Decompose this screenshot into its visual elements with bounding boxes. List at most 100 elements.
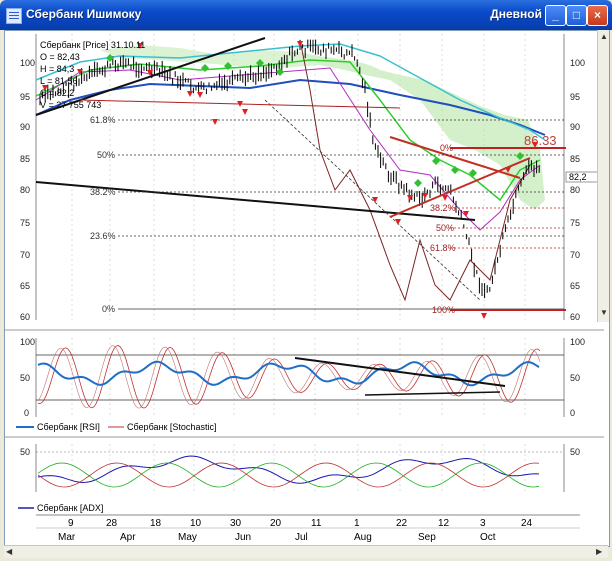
legend-close: C = 82,2 xyxy=(40,88,74,98)
sell-marker xyxy=(407,195,413,201)
osc-trend-line-upper xyxy=(294,357,506,387)
legend-low: L = 81,56 xyxy=(40,76,77,86)
fib-label: 0% xyxy=(102,304,115,314)
y-tick: 75 xyxy=(570,218,580,228)
legend-volume: V = 27 755 743 xyxy=(40,100,101,110)
window-title: Сбербанк Ишимоку xyxy=(26,7,142,21)
maximize-button[interactable]: □ xyxy=(566,5,587,26)
y-tick: 80 xyxy=(570,185,580,195)
fib-label: 38.2% xyxy=(90,187,116,197)
sell-marker xyxy=(395,219,401,225)
vertical-scrollbar[interactable]: ▲ ▼ xyxy=(597,30,609,322)
day-label: 18 xyxy=(150,518,162,529)
red-trend-line-down xyxy=(389,136,521,179)
scroll-up-icon[interactable]: ▲ xyxy=(600,32,608,41)
cyan-ma-line xyxy=(35,43,546,141)
fib-label: 100% xyxy=(432,305,455,315)
y-tick: 95 xyxy=(570,92,580,102)
minimize-button[interactable]: _ xyxy=(545,5,566,26)
close-button[interactable]: × xyxy=(587,5,608,26)
day-label: 3 xyxy=(480,518,486,529)
scroll-down-icon[interactable]: ▼ xyxy=(600,308,608,317)
ichimoku-cloud xyxy=(300,52,545,210)
vertical-gridlines xyxy=(71,34,526,492)
rsi-line xyxy=(37,360,540,387)
adx-legend-label: Сбербанк [ADX] xyxy=(37,503,103,513)
y-tick: 60 xyxy=(20,312,30,322)
sell-marker xyxy=(137,43,143,49)
buy-marker xyxy=(469,169,477,177)
sell-marker xyxy=(297,41,303,47)
day-label: 1 xyxy=(354,518,360,529)
sell-marker xyxy=(422,193,428,199)
osc-y-tick: 50 xyxy=(20,373,30,383)
fibonacci-right: 0% 38.2% 50% 61.8% 100% xyxy=(430,143,566,315)
y-tick: 60 xyxy=(570,312,580,322)
uptrend-line xyxy=(35,37,266,116)
sell-marker xyxy=(42,85,48,91)
sell-marker xyxy=(237,101,243,107)
month-label: Sep xyxy=(418,532,436,543)
legend-open: O = 82,43 xyxy=(40,52,80,62)
day-label: 10 xyxy=(190,518,202,529)
osc-y-tick: 100 xyxy=(20,337,35,347)
buy-marker xyxy=(516,152,524,160)
y-tick: 80 xyxy=(20,185,30,195)
day-label: 12 xyxy=(438,518,450,529)
fib-label: 61.8% xyxy=(430,243,456,253)
scroll-right-icon[interactable]: ▶ xyxy=(596,547,603,556)
sell-marker xyxy=(372,197,378,203)
y-tick: 100 xyxy=(20,58,35,68)
y-tick: 85 xyxy=(570,154,580,164)
main-y-axis-left: 100 95 90 85 80 75 70 65 60 xyxy=(20,58,35,322)
y-tick: 65 xyxy=(20,281,30,291)
month-label: Mar xyxy=(58,532,76,543)
day-label: 24 xyxy=(521,518,533,529)
osc-y-tick: 50 xyxy=(570,373,580,383)
title-bar[interactable]: Сбербанк Ишимоку Дневной _ □ × xyxy=(0,0,612,30)
month-label: Apr xyxy=(120,532,136,543)
di-minus-line xyxy=(37,462,540,488)
fib-label: 50% xyxy=(97,150,115,160)
day-label: 9 xyxy=(68,518,74,529)
sell-marker xyxy=(532,142,538,148)
buy-marker xyxy=(414,179,422,187)
day-label: 11 xyxy=(311,518,322,529)
fib-label: 0% xyxy=(440,143,453,153)
scroll-left-icon[interactable]: ◀ xyxy=(6,547,13,556)
y-tick: 65 xyxy=(570,281,580,291)
y-tick: 90 xyxy=(570,122,580,132)
stochastic-line xyxy=(37,345,541,409)
fib-label: 38.2% xyxy=(430,203,456,213)
sell-marker xyxy=(187,91,193,97)
long-support-line xyxy=(35,181,476,221)
time-axis: 9 28 18 10 30 20 11 1 22 12 3 24 Mar Apr… xyxy=(36,514,580,543)
day-label: 28 xyxy=(106,518,118,529)
month-label: Aug xyxy=(354,532,372,543)
adx-line xyxy=(37,455,540,484)
sell-marker xyxy=(442,195,448,201)
sell-marker xyxy=(147,70,153,76)
sell-marker xyxy=(505,167,511,173)
y-tick: 75 xyxy=(20,218,30,228)
price-legend: Сбербанк [Price] 31.10.11 O = 82,43 H = … xyxy=(40,40,145,110)
buy-marker xyxy=(224,62,232,70)
signal-markers xyxy=(42,41,538,319)
buy-marker xyxy=(432,157,440,165)
horizontal-scrollbar[interactable]: ◀ ▶ xyxy=(4,545,608,558)
buy-marker xyxy=(451,166,459,174)
resistance-value-label: 86.33 xyxy=(524,133,557,148)
osc-y-tick: 0 xyxy=(24,408,29,418)
green-kijun-line xyxy=(35,59,541,202)
chart-window-icon[interactable] xyxy=(6,8,22,24)
fib-label: 23.6% xyxy=(90,231,116,241)
sell-marker xyxy=(212,119,218,125)
oscillator-panel: 100 50 0 100 50 0 Сбербанк [RSI] Сбербан… xyxy=(16,337,585,432)
last-price-label: 82,2 xyxy=(569,172,587,182)
month-label: Jun xyxy=(235,532,251,543)
lagging-span-line xyxy=(299,39,531,302)
y-tick: 95 xyxy=(20,92,30,102)
osc-y-tick: 0 xyxy=(570,408,575,418)
